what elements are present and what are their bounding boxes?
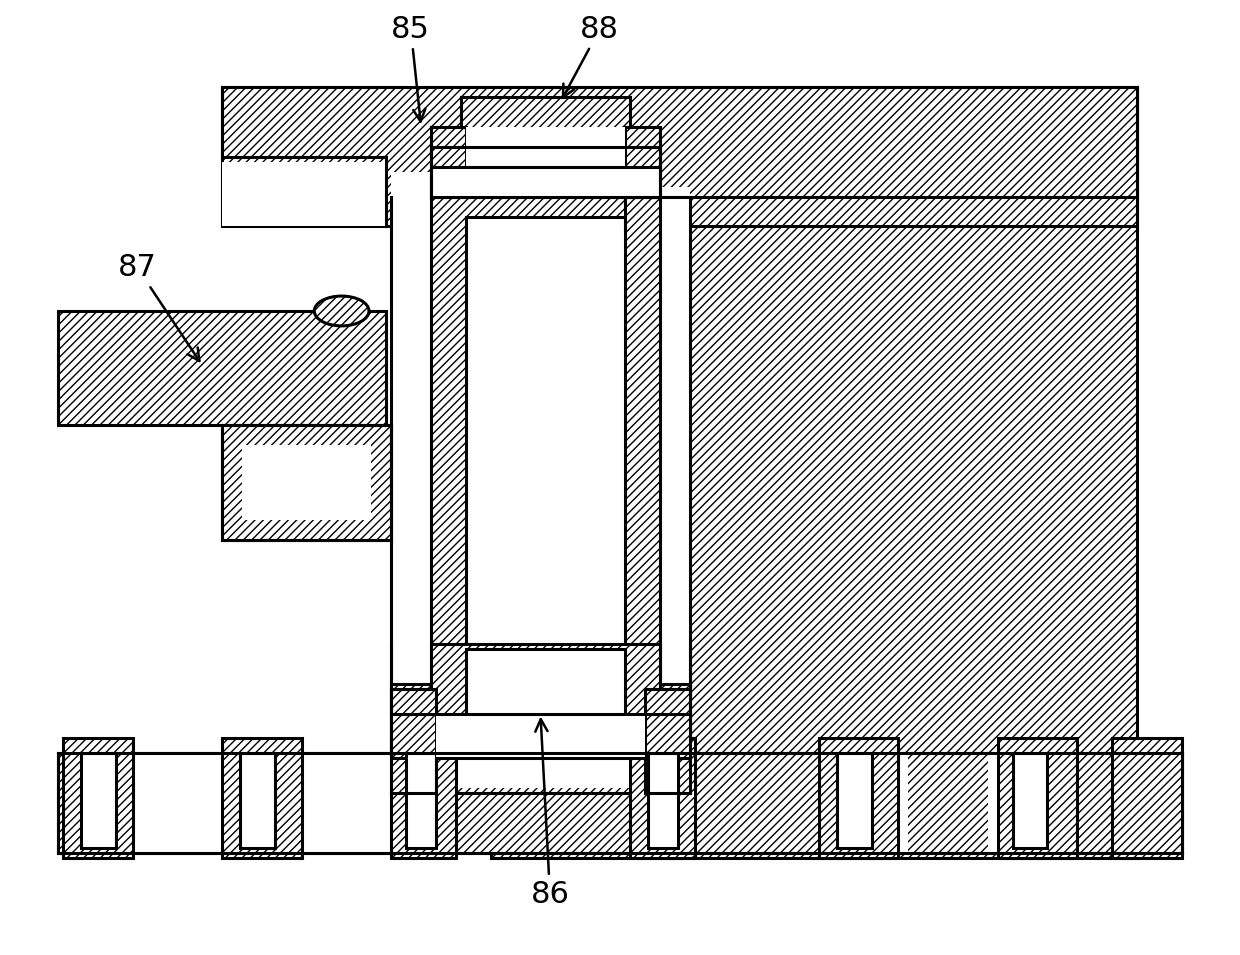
Bar	[1013, 753, 1048, 848]
Bar	[436, 713, 645, 758]
Bar	[491, 93, 1137, 858]
Bar	[301, 753, 392, 853]
Text: 86: 86	[531, 719, 569, 908]
Bar	[436, 704, 645, 788]
Text: 85: 85	[392, 14, 430, 121]
Bar	[647, 753, 678, 848]
Bar	[645, 689, 689, 758]
Bar	[63, 738, 133, 858]
Bar	[432, 127, 466, 167]
Bar	[392, 738, 456, 858]
Bar	[432, 167, 660, 197]
Bar	[432, 147, 660, 197]
Bar	[466, 127, 625, 167]
Bar	[222, 87, 1137, 226]
Bar	[242, 445, 372, 520]
Bar	[837, 753, 872, 848]
Ellipse shape	[314, 296, 370, 326]
Bar	[58, 753, 1182, 853]
Bar	[466, 217, 625, 674]
Bar	[81, 753, 117, 848]
Bar	[392, 689, 436, 758]
Bar	[241, 753, 275, 848]
Bar	[392, 684, 689, 794]
Bar	[222, 738, 301, 858]
Bar	[392, 172, 625, 226]
Bar	[222, 425, 392, 540]
Bar	[133, 753, 222, 853]
Bar	[818, 753, 909, 853]
Text: 87: 87	[118, 253, 200, 361]
Bar	[988, 753, 1078, 853]
Bar	[1112, 738, 1182, 858]
Bar	[818, 738, 898, 858]
Bar	[392, 186, 689, 713]
Bar	[58, 311, 387, 425]
Bar	[432, 197, 660, 693]
Bar	[466, 649, 625, 718]
Bar	[630, 738, 694, 858]
Bar	[432, 644, 660, 724]
Bar	[998, 738, 1078, 858]
Bar	[222, 161, 387, 226]
Bar	[625, 127, 660, 167]
Text: 88: 88	[563, 14, 619, 97]
Bar	[407, 753, 436, 848]
